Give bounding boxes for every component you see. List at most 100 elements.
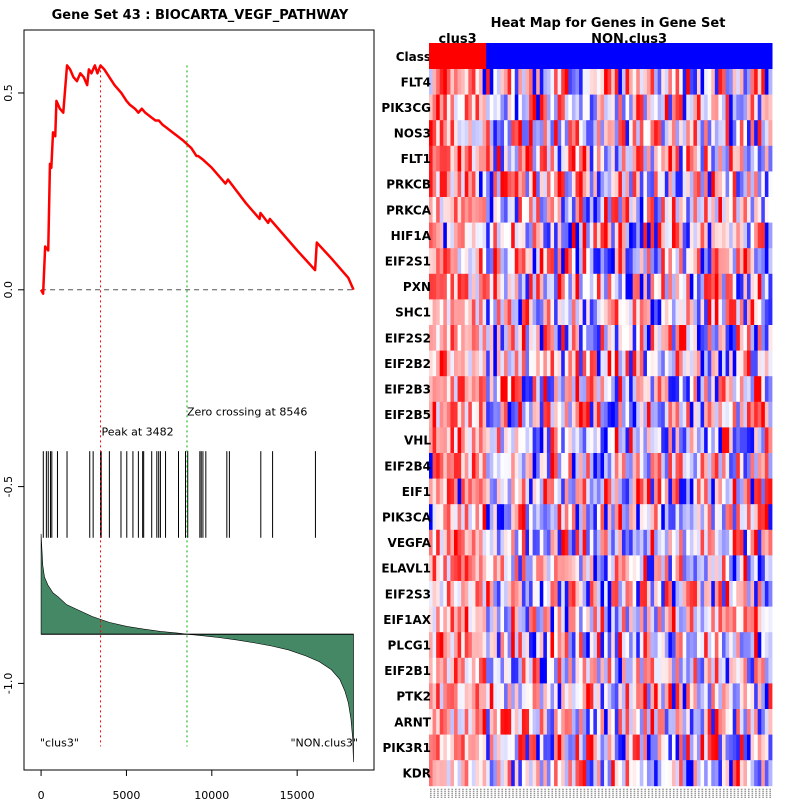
- heatmap-cell: [479, 94, 483, 121]
- heatmap-cell: [718, 760, 723, 787]
- heatmap-cell: [643, 299, 648, 326]
- heatmap-cell: [764, 453, 769, 479]
- heatmap-cell: [711, 299, 716, 326]
- heatmap-cell: [586, 376, 591, 403]
- heatmap-cell: [443, 94, 448, 121]
- heatmap-cell: [575, 273, 580, 300]
- heatmap-cell: [543, 120, 548, 147]
- heatmap-cell: [500, 145, 505, 172]
- heatmap-cell: [732, 120, 737, 147]
- heatmap-cell: [682, 453, 687, 479]
- heatmap-cell: [511, 657, 516, 684]
- heatmap-cell: [489, 145, 494, 172]
- heatmap-cell: [564, 222, 569, 249]
- heatmap-cell: [689, 427, 694, 454]
- heatmap-cell: [611, 581, 616, 607]
- heatmap-cell: [454, 632, 458, 659]
- heatmap-cell: [650, 606, 655, 633]
- heatmap-cell: [471, 273, 476, 300]
- heatmap-cell: [732, 683, 737, 710]
- heatmap-cell: [729, 453, 734, 479]
- heatmap-cell: [550, 299, 555, 326]
- heatmap-cell: [532, 248, 537, 275]
- heatmap-cell: [554, 581, 559, 607]
- heatmap-cell: [614, 248, 619, 275]
- heatmap-cell: [539, 401, 544, 428]
- heatmap-cell: [700, 760, 705, 787]
- heatmap-cell: [579, 529, 584, 556]
- heatmap-cell: [557, 709, 562, 735]
- heatmap-cell: [732, 171, 737, 198]
- heatmap-cell: [729, 555, 734, 582]
- heatmap-cell: [536, 529, 541, 556]
- heatmap-cell: [471, 427, 476, 454]
- heatmap-cell: [764, 350, 769, 377]
- heatmap-cell: [496, 197, 501, 223]
- heatmap-cell: [639, 299, 644, 326]
- heatmap-cell: [750, 453, 755, 479]
- heatmap-cell: [593, 401, 598, 428]
- heatmap-cell: [682, 145, 687, 172]
- heatmap-cell: [586, 529, 591, 556]
- heatmap-cell: [436, 376, 441, 403]
- heatmap-cell: [582, 581, 587, 607]
- heatmap-cell: [582, 427, 587, 454]
- heatmap-cell: [693, 299, 698, 326]
- heatmap-cell: [625, 120, 630, 147]
- heatmap-cell: [761, 171, 766, 198]
- heatmap-cell: [639, 69, 644, 95]
- heatmap-cell: [571, 350, 576, 377]
- heatmap-cell: [454, 529, 458, 556]
- heatmap-cell: [450, 657, 455, 684]
- heatmap-cell: [693, 376, 698, 403]
- heatmap-cell: [657, 657, 662, 684]
- heatmap-cell: [650, 376, 655, 403]
- heatmap-cell: [654, 69, 659, 95]
- heatmap-cell: [679, 94, 684, 121]
- heatmap-cell: [475, 734, 480, 761]
- heatmap-cell: [564, 325, 569, 351]
- heatmap-cell: [482, 632, 487, 659]
- heatmap-cell: [625, 555, 630, 582]
- heatmap-cell: [704, 427, 709, 454]
- heatmap-cell: [671, 325, 676, 351]
- heatmap-cell: [632, 222, 637, 249]
- heatmap-cell: [700, 171, 705, 198]
- heatmap-cell: [514, 529, 519, 556]
- heatmap-cell: [471, 222, 476, 249]
- heatmap-cell: [575, 453, 580, 479]
- heatmap-cell: [725, 401, 730, 428]
- heatmap-cell: [489, 581, 494, 607]
- heatmap-cell: [686, 478, 691, 505]
- heatmap-cell: [475, 299, 480, 326]
- heatmap-cell: [582, 171, 587, 198]
- heatmap-cell: [543, 453, 548, 479]
- heatmap-cell: [468, 273, 473, 300]
- heatmap-cell: [600, 632, 605, 659]
- heatmap-cell: [707, 145, 712, 172]
- heatmap-cell: [686, 325, 691, 351]
- heatmap-cell: [575, 581, 580, 607]
- heatmap-cell: [479, 299, 483, 326]
- heatmap-cell: [625, 657, 630, 684]
- heatmap-cell: [443, 248, 448, 275]
- heatmap-cell: [536, 401, 541, 428]
- heatmap-cell: [596, 401, 601, 428]
- heatmap-cell: [471, 555, 476, 582]
- heatmap-cell: [564, 273, 569, 300]
- heatmap-cell: [675, 683, 680, 710]
- heatmap-cell: [493, 299, 498, 326]
- heatmap-cell: [668, 222, 673, 249]
- heatmap-cell: [754, 69, 759, 95]
- heatmap-cell: [700, 299, 705, 326]
- heatmap-cell: [661, 325, 666, 351]
- heatmap-cell: [486, 427, 491, 454]
- heatmap-cell: [739, 683, 744, 710]
- heatmap-cell: [443, 504, 448, 531]
- heatmap-cell: [557, 683, 562, 710]
- heatmap-cell: [679, 120, 684, 147]
- heatmap-cell: [618, 350, 623, 377]
- heatmap-cell: [596, 273, 601, 300]
- heatmap-cell: [643, 376, 648, 403]
- heatmap-cell: [725, 581, 730, 607]
